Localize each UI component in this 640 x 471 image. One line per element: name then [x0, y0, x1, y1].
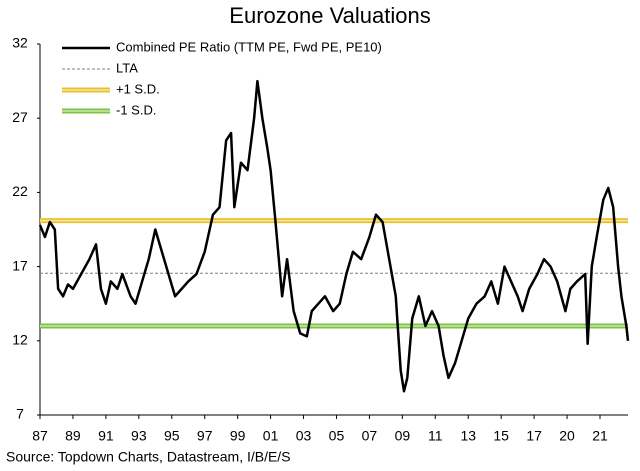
x-tick-label: 21 — [592, 428, 608, 444]
chart-title: Eurozone Valuations — [229, 3, 430, 28]
x-tick-label: 20 — [559, 428, 575, 444]
y-tick-label: 7 — [16, 406, 24, 422]
legend-label: Combined PE Ratio (TTM PE, Fwd PE, PE10) — [116, 39, 382, 54]
x-tick-label: 17 — [526, 428, 542, 444]
x-tick-label: 03 — [296, 428, 312, 444]
y-tick-label: 27 — [12, 109, 28, 125]
x-tick-label: 99 — [230, 428, 246, 444]
x-tick-label: 01 — [263, 428, 279, 444]
x-tick-label: 87 — [32, 428, 48, 444]
x-tick-label: 93 — [131, 428, 147, 444]
source-note: Source: Topdown Charts, Datastream, I/B/… — [6, 449, 291, 465]
legend-label: +1 S.D. — [116, 81, 160, 96]
x-tick-label: 95 — [164, 428, 180, 444]
x-tick-label: 15 — [493, 428, 509, 444]
y-tick-label: 32 — [12, 35, 28, 51]
y-tick-label: 17 — [12, 257, 28, 273]
x-tick-label: 13 — [460, 428, 476, 444]
legend-label: LTA — [116, 60, 138, 75]
y-tick-label: 22 — [12, 183, 28, 199]
x-tick-label: 09 — [395, 428, 411, 444]
x-tick-label: 97 — [197, 428, 213, 444]
x-tick-label: 89 — [65, 428, 81, 444]
x-tick-label: 07 — [362, 428, 378, 444]
legend-label: -1 S.D. — [116, 102, 156, 117]
x-tick-label: 05 — [329, 428, 345, 444]
y-tick-label: 12 — [12, 332, 28, 348]
x-tick-label: 91 — [98, 428, 114, 444]
data-line — [38, 79, 630, 393]
x-tick-label: 11 — [428, 428, 443, 444]
